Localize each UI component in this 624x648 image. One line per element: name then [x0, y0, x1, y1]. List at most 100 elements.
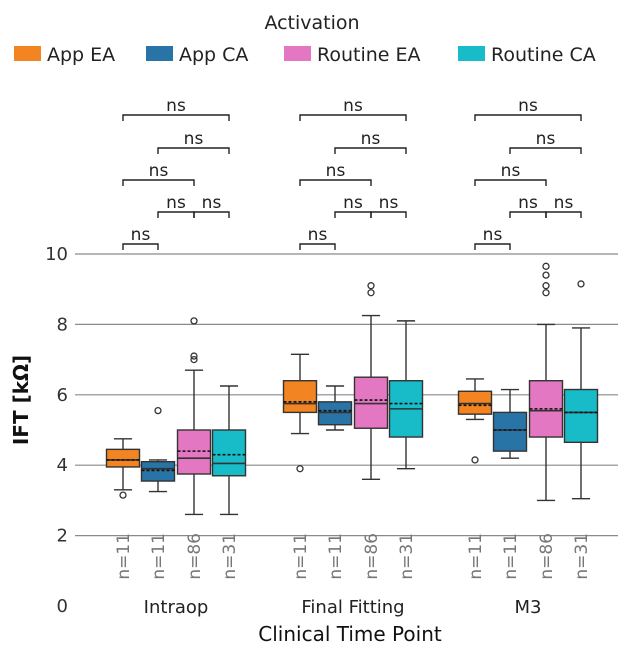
bracket-intraop-app-ea-vs-routine-ea	[122, 179, 195, 186]
bracket-intraop-app-ea-vs-routine-ca-label: ns	[166, 96, 186, 116]
box-intraop-routine-ea-outlier-2	[190, 352, 198, 360]
legend-label-routine-ea: Routine EA	[317, 44, 421, 66]
bracket-m3-app-ea-vs-routine-ca	[474, 114, 582, 121]
box-m3-routine-ca-iqr	[563, 388, 599, 444]
box-intraop-app-ca-n-label: n=11	[149, 533, 169, 580]
box-final-fitting-routine-ea-iqr	[353, 376, 389, 429]
box-m3-routine-ca-outlier-1	[577, 280, 585, 288]
legend-label-routine-ca: Routine CA	[491, 44, 596, 66]
box-m3-routine-ea-outlier-1	[542, 289, 550, 297]
bracket-intraop-app-ea-vs-app-ca	[122, 243, 159, 250]
bracket-intraop-app-ea-vs-app-ca-label: ns	[131, 225, 151, 245]
legend-label-app-ea: App EA	[47, 44, 115, 66]
legend: Activation App EA App CA Routine EA Routine…	[14, 12, 596, 66]
bracket-final-fitting-app-ca-vs-routine-ea-label: ns	[343, 193, 363, 213]
box-intraop-routine-ea-n-label: n=86	[185, 533, 205, 580]
y-tick-label-8: 8	[57, 314, 68, 335]
x-axis: n=11 n=11 n=86 n=31 Intraop n=11 n=11 n=86 n=31 F…	[114, 533, 592, 618]
bracket-m3-routine-ea-vs-routine-ca	[545, 211, 582, 218]
box-intraop-app-ea	[105, 438, 141, 499]
bracket-final-fitting-app-ea-vs-routine-ca-label: ns	[343, 96, 363, 116]
box-m3-app-ca-n-label: n=11	[501, 533, 521, 580]
legend-label-app-ca: App CA	[179, 44, 248, 66]
box-final-fitting-app-ea-n-label: n=11	[291, 533, 311, 580]
box-intraop-routine-ea	[176, 317, 212, 516]
bracket-intraop-app-ca-vs-routine-ca-label: ns	[184, 129, 204, 149]
legend-swatch-app-ea	[14, 46, 41, 61]
bracket-m3-app-ca-vs-routine-ca-label: ns	[536, 129, 556, 149]
bracket-final-fitting-app-ea-vs-routine-ea	[299, 179, 372, 186]
bracket-intraop-app-ea-vs-routine-ea-label: ns	[149, 161, 169, 181]
bracket-final-fitting-app-ea-vs-routine-ca	[299, 114, 407, 121]
box-intraop-routine-ea-outlier-1	[190, 355, 198, 364]
y-axis-label: IFT [kΩ]	[9, 355, 33, 445]
y-tick-label-10: 10	[45, 244, 68, 265]
y-tick-label-6: 6	[57, 385, 68, 406]
box-m3-routine-ea	[528, 262, 564, 502]
bracket-final-fitting-app-ea-vs-app-ca	[299, 243, 336, 250]
box-m3-app-ea-iqr	[457, 390, 493, 415]
bracket-final-fitting-app-ea-vs-app-ca-label: ns	[308, 225, 328, 245]
bracket-intraop-app-ca-vs-routine-ca	[157, 147, 230, 154]
box-final-fitting-app-ea-iqr	[282, 380, 318, 414]
box-final-fitting-app-ca-n-label: n=11	[326, 533, 346, 580]
bracket-m3-app-ea-vs-routine-ca-label: ns	[518, 96, 538, 116]
legend-swatch-routine-ea	[284, 46, 311, 61]
box-final-fitting-app-ca-iqr	[317, 401, 353, 426]
bracket-m3-routine-ea-vs-routine-ca-label: ns	[554, 193, 574, 213]
box-intraop-app-ea-iqr	[105, 448, 141, 468]
box-m3-routine-ea-n-label: n=86	[537, 533, 557, 580]
bracket-intraop-routine-ea-vs-routine-ca	[193, 211, 230, 218]
box-final-fitting-app-ea-outlier-1	[296, 465, 304, 473]
box-m3-routine-ea-outlier-2	[542, 282, 550, 290]
group-m3	[457, 262, 599, 502]
bracket-m3-app-ea-vs-routine-ea	[474, 179, 547, 186]
box-final-fitting-routine-ea-outlier-1	[367, 289, 375, 297]
box-final-fitting-routine-ca	[388, 320, 424, 470]
bracket-m3-app-ea-vs-app-ca-label: ns	[483, 225, 503, 245]
bracket-intraop-app-ea-vs-routine-ca	[122, 114, 230, 121]
x-category-m3: M3	[515, 597, 542, 618]
x-category-final-fitting: Final Fitting	[301, 597, 404, 618]
bracket-final-fitting-routine-ea-vs-routine-ca	[370, 211, 407, 218]
box-final-fitting-routine-ea	[353, 282, 389, 480]
box-intraop-app-ea-outlier-1	[119, 491, 127, 499]
x-category-intraop: Intraop	[144, 597, 209, 618]
bracket-m3-app-ca-vs-routine-ca	[509, 147, 582, 154]
box-intraop-app-ca-iqr	[140, 460, 176, 482]
box-final-fitting-app-ca	[317, 385, 353, 431]
bracket-m3-app-ea-vs-app-ca	[474, 243, 511, 250]
y-tick-label-2: 2	[57, 526, 68, 547]
bracket-m3-app-ea-vs-routine-ea-label: ns	[501, 161, 521, 181]
box-final-fitting-routine-ca-n-label: n=31	[397, 533, 417, 580]
box-m3-routine-ea-outlier-4	[542, 262, 550, 270]
x-axis-label: Clinical Time Point	[258, 622, 442, 646]
box-intraop-routine-ea-iqr	[176, 429, 212, 475]
box-m3-app-ea	[457, 378, 493, 464]
box-m3-routine-ca-n-label: n=31	[572, 533, 592, 580]
legend-title: Activation	[264, 12, 359, 34]
box-m3-routine-ca	[563, 280, 599, 500]
bracket-intraop-app-ca-vs-routine-ea-label: ns	[166, 193, 186, 213]
box-final-fitting-routine-ea-outlier-2	[367, 282, 375, 290]
box-intraop-routine-ea-outlier-3	[190, 317, 198, 325]
y-tick-label-4: 4	[57, 455, 68, 476]
group-final-fitting	[282, 282, 424, 480]
y-tick-label-0: 0	[57, 596, 68, 617]
box-intraop-routine-ca	[211, 385, 247, 516]
bracket-final-fitting-routine-ea-vs-routine-ca-label: ns	[379, 193, 399, 213]
bracket-final-fitting-app-ea-vs-routine-ea-label: ns	[326, 161, 346, 181]
box-m3-app-ca-iqr	[492, 411, 528, 452]
bracket-m3-app-ca-vs-routine-ea-label: ns	[518, 193, 538, 213]
box-m3-app-ea-outlier-1	[471, 456, 479, 464]
legend-swatch-routine-ca	[458, 46, 485, 61]
group-intraop	[105, 317, 247, 516]
box-m3-app-ea-n-label: n=11	[466, 533, 486, 580]
y-axis: 0 2 4 6 8 10	[45, 244, 68, 617]
box-final-fitting-routine-ea-n-label: n=86	[362, 533, 382, 580]
box-intraop-routine-ca-iqr	[211, 429, 247, 477]
legend-swatch-app-ca	[146, 46, 173, 61]
box-m3-app-ca	[492, 388, 528, 459]
